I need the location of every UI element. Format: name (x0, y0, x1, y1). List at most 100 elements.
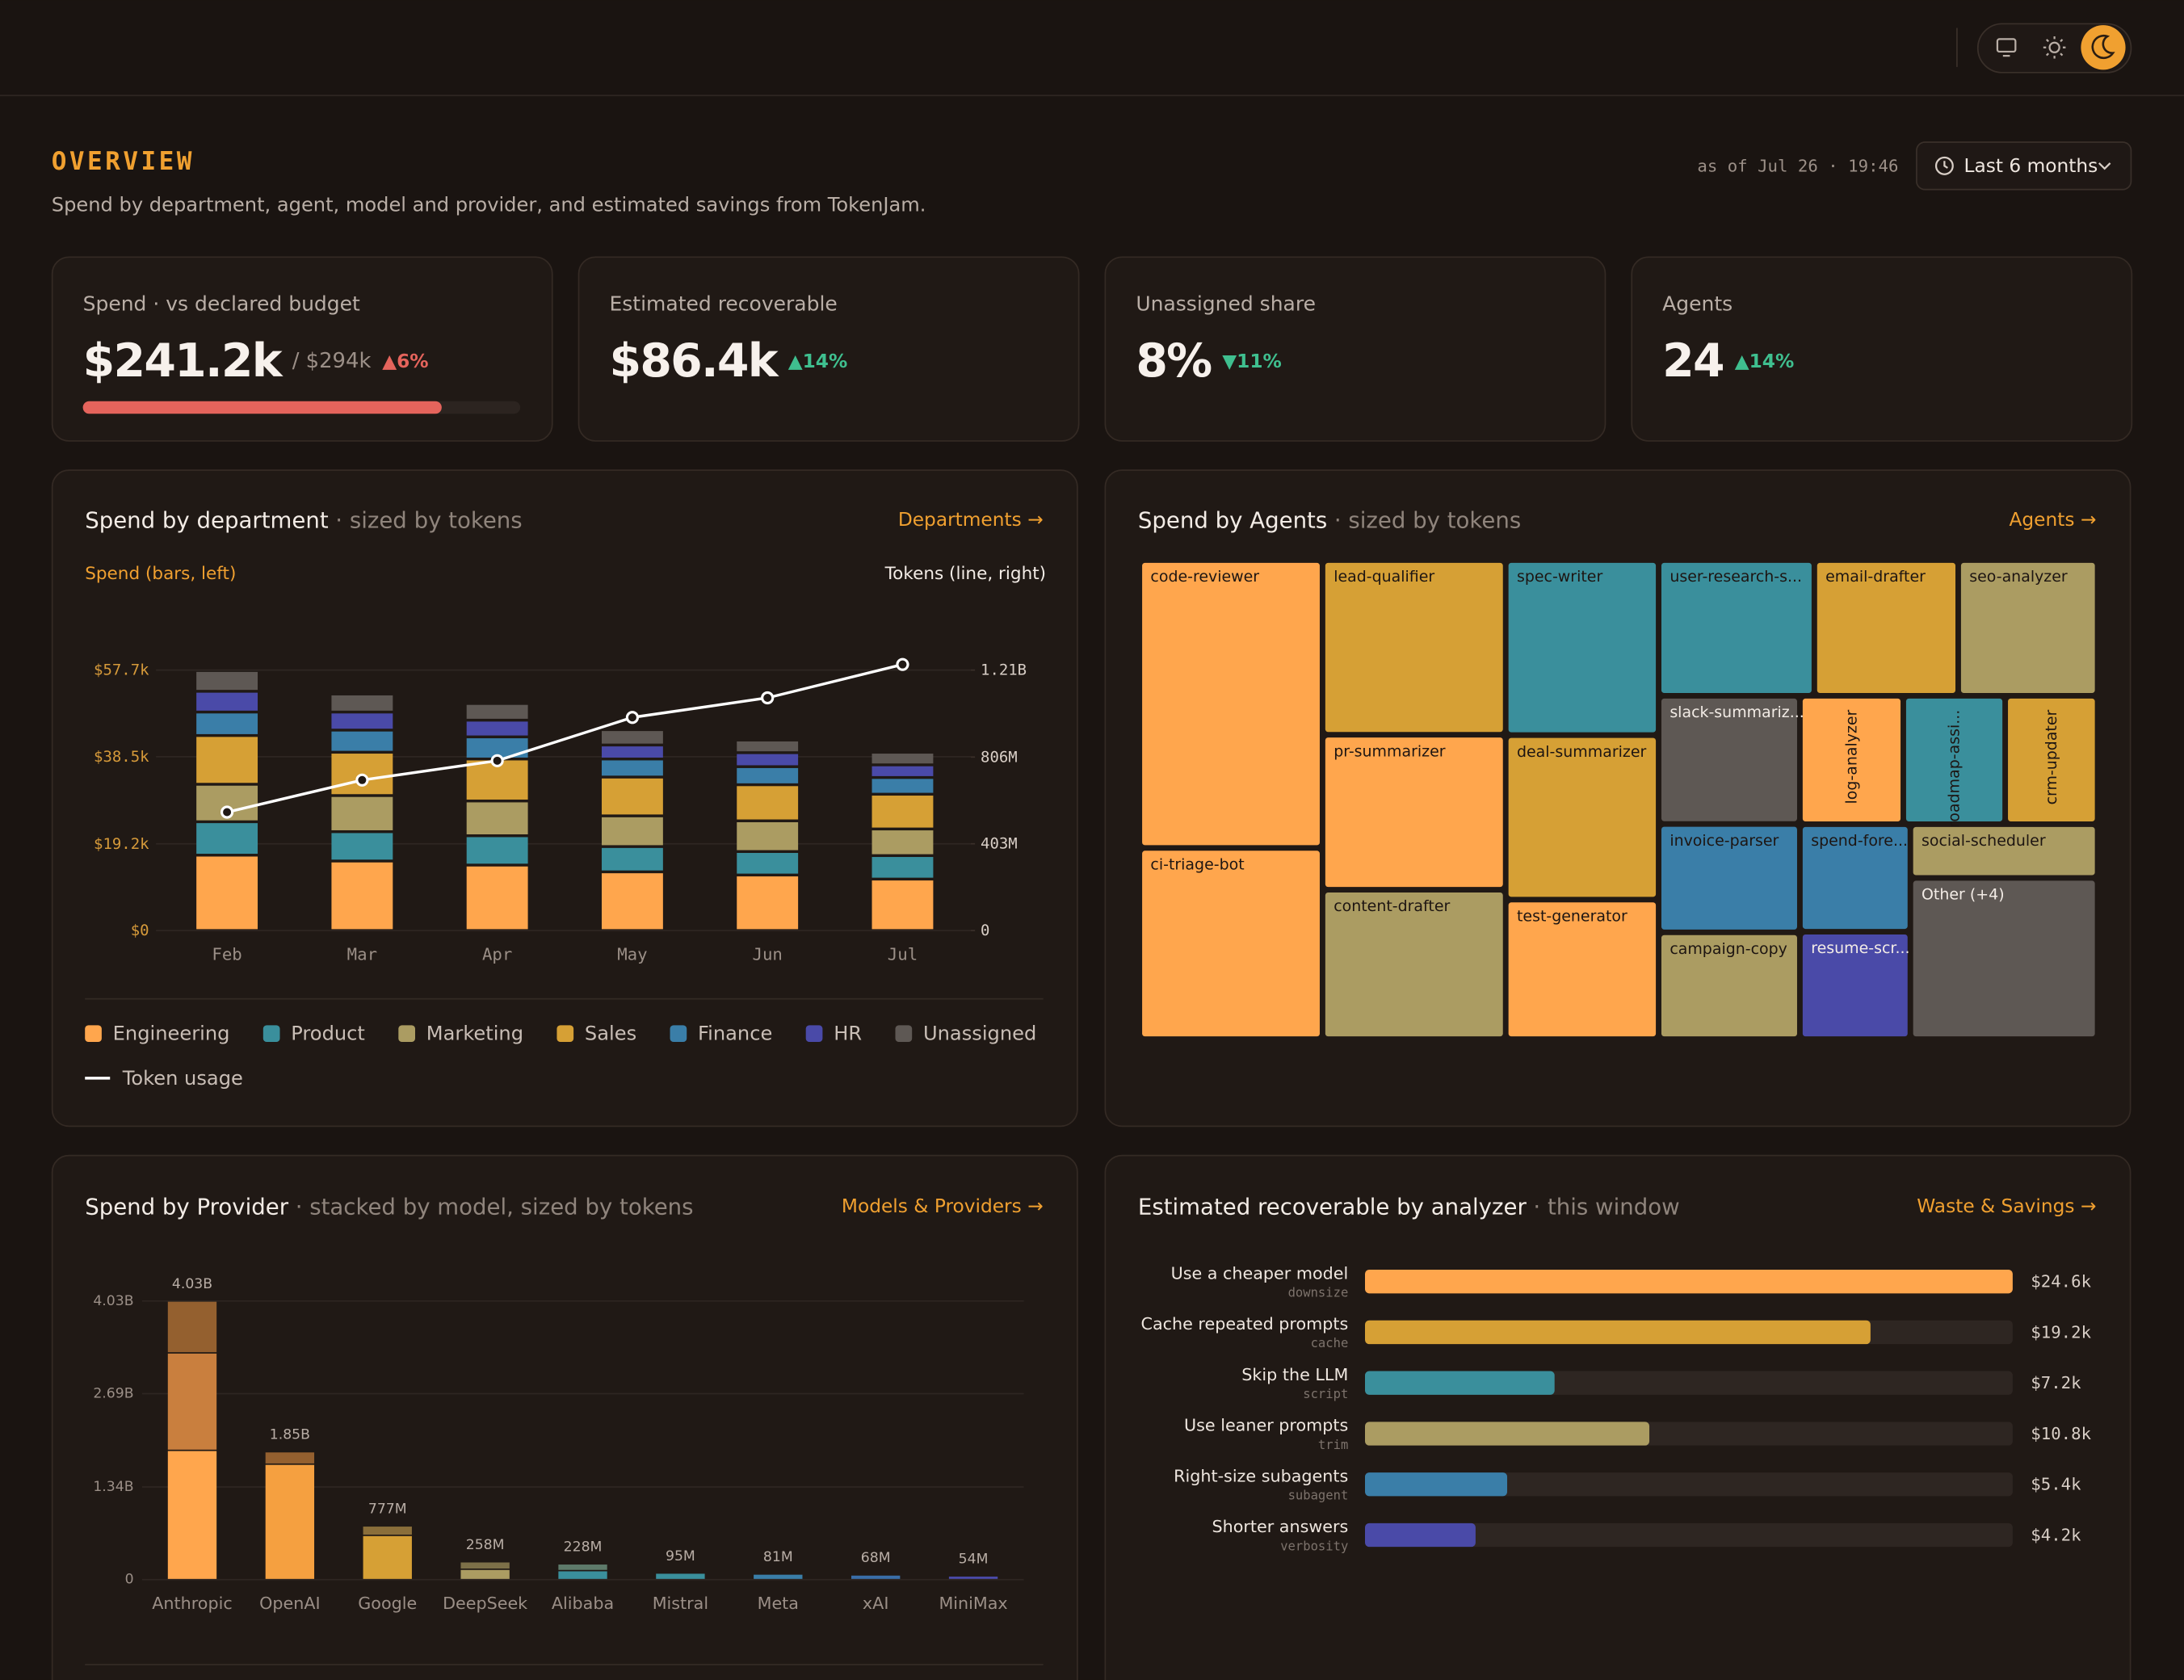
legend-label: Finance (698, 1023, 772, 1045)
x-tick-label: Mar (347, 944, 377, 964)
kpi-value-line: 8% ▼11% (1136, 334, 1282, 388)
bar-segment (872, 880, 934, 930)
light-theme-button[interactable] (2043, 36, 2066, 59)
treemap-cell[interactable] (1816, 562, 1956, 693)
x-tick-label: Jun (753, 944, 783, 964)
y-tick-label: $0 (131, 922, 149, 939)
bar-track (1365, 1472, 2013, 1497)
treemap-cell[interactable] (1661, 698, 1797, 821)
analyzer-name: Skip the LLM (1241, 1365, 1348, 1384)
treemap-cell[interactable] (1661, 562, 1812, 693)
y2-tick-label: 0 (981, 922, 989, 939)
x-tick-label: Meta (758, 1594, 799, 1613)
treemap-cell[interactable] (1508, 902, 1657, 1037)
bar-segment (558, 1564, 607, 1570)
treemap-label: Other (+4) (1922, 886, 2005, 904)
treemap-cell[interactable] (1960, 562, 2095, 693)
treemap-cell[interactable] (1325, 562, 1503, 733)
analyzer-name: Cache repeated prompts (1141, 1314, 1349, 1334)
treemap-cell[interactable] (1913, 880, 2095, 1037)
value-label: $24.6k (2031, 1272, 2091, 1292)
y-tick-label: 2.69B (93, 1385, 133, 1401)
treemap-cell[interactable] (1905, 698, 2003, 821)
bar-segment (466, 802, 528, 835)
card-title-text: Spend by department (85, 506, 329, 533)
bar-segment (872, 754, 934, 764)
treemap-cell[interactable] (1913, 826, 2095, 876)
as-of: as of Jul 26 · 19:46 (1697, 156, 1898, 175)
treemap-cell[interactable] (1802, 698, 1901, 821)
x-tick-label: Apr (482, 944, 512, 964)
treemap-cell[interactable] (1508, 737, 1657, 897)
treemap-cell[interactable] (1325, 892, 1503, 1037)
bar-segment (737, 767, 799, 783)
kpi-label: Unassigned share (1136, 292, 1316, 316)
system-theme-button[interactable] (1996, 38, 2017, 57)
card-title-text: Spend by Provider (85, 1193, 289, 1220)
treemap-label: seo-analyzer (1969, 568, 2068, 586)
analyzer-code: subagent (1288, 1489, 1349, 1503)
token-point (625, 711, 640, 724)
bar-segment (737, 876, 799, 930)
kpi-label: Agents (1662, 292, 1732, 316)
treemap-label: code-reviewer (1150, 568, 1259, 586)
treemap-label: spend-fore... (1811, 832, 1908, 850)
bar-segment (331, 695, 393, 711)
y-tick-label: 1.34B (93, 1479, 133, 1495)
kpi-budget: / $294k (292, 349, 372, 373)
kpi-value-line: $241.2k / $294k ▲6% (83, 334, 429, 388)
kpi-label: Estimated recoverable (609, 292, 837, 316)
kpi-value: $241.2k (83, 334, 284, 388)
dark-theme-button[interactable] (2081, 25, 2126, 70)
bar-segment (167, 1451, 217, 1579)
value-label: 68M (861, 1550, 891, 1566)
y-axis-label: Spend (bars, left) (85, 564, 236, 584)
x-tick-label: Mistral (653, 1594, 708, 1613)
kpi-delta: ▼11% (1222, 350, 1282, 372)
range-label: Last 6 months (1964, 155, 2098, 177)
treemap-label: crm-updater (2043, 709, 2060, 804)
value-label: 258M (466, 1537, 505, 1553)
analyzer-code: trim (1318, 1438, 1348, 1452)
bar-segment (331, 862, 393, 930)
x-tick-label: xAI (863, 1594, 889, 1613)
y2-tick-label: 806M (981, 748, 1018, 766)
legend-swatch (895, 1025, 913, 1043)
bar-segment (737, 741, 799, 752)
x-tick-label: Feb (212, 944, 242, 964)
treemap-label: social-scheduler (1922, 832, 2046, 850)
treemap-cell[interactable] (1661, 826, 1797, 930)
range-button[interactable]: Last 6 months (1916, 141, 2132, 191)
token-point (220, 805, 234, 819)
treemap-label: roadmap-assi... (1946, 710, 1964, 828)
x-tick-label: May (617, 944, 647, 964)
treemap-cell[interactable] (1802, 826, 1908, 930)
bar-segment (872, 779, 934, 793)
card-link[interactable]: Waste & Savings → (1917, 1195, 2096, 1217)
kpi-card (1631, 256, 2133, 442)
card-link[interactable]: Agents → (2009, 509, 2096, 531)
legend-label: Unassigned (923, 1023, 1036, 1045)
bar-segment (601, 746, 663, 758)
y-tick-label: 0 (125, 1572, 134, 1588)
analyzer-code: script (1303, 1387, 1348, 1401)
card-link[interactable]: Departments → (898, 509, 1044, 531)
treemap-label: email-drafter (1825, 568, 1926, 586)
bar-segment (601, 817, 663, 846)
bar-segment (851, 1575, 901, 1579)
treemap-cell[interactable] (1508, 562, 1657, 733)
bar (1365, 1320, 1871, 1345)
treemap-cell[interactable] (1142, 850, 1320, 1037)
legend-label: HR (834, 1023, 862, 1045)
treemap-label: test-generator (1517, 908, 1628, 926)
treemap-cell[interactable] (2008, 698, 2095, 821)
x-tick-label: MiniMax (939, 1594, 1007, 1613)
bar-segment (558, 1571, 607, 1579)
treemap-cell[interactable] (1802, 934, 1908, 1037)
card-link[interactable]: Models & Providers → (842, 1195, 1044, 1217)
treemap-cell[interactable] (1142, 562, 1320, 846)
treemap-cell[interactable] (1661, 934, 1797, 1037)
bar-segment (363, 1535, 412, 1579)
treemap-cell[interactable] (1325, 737, 1503, 888)
